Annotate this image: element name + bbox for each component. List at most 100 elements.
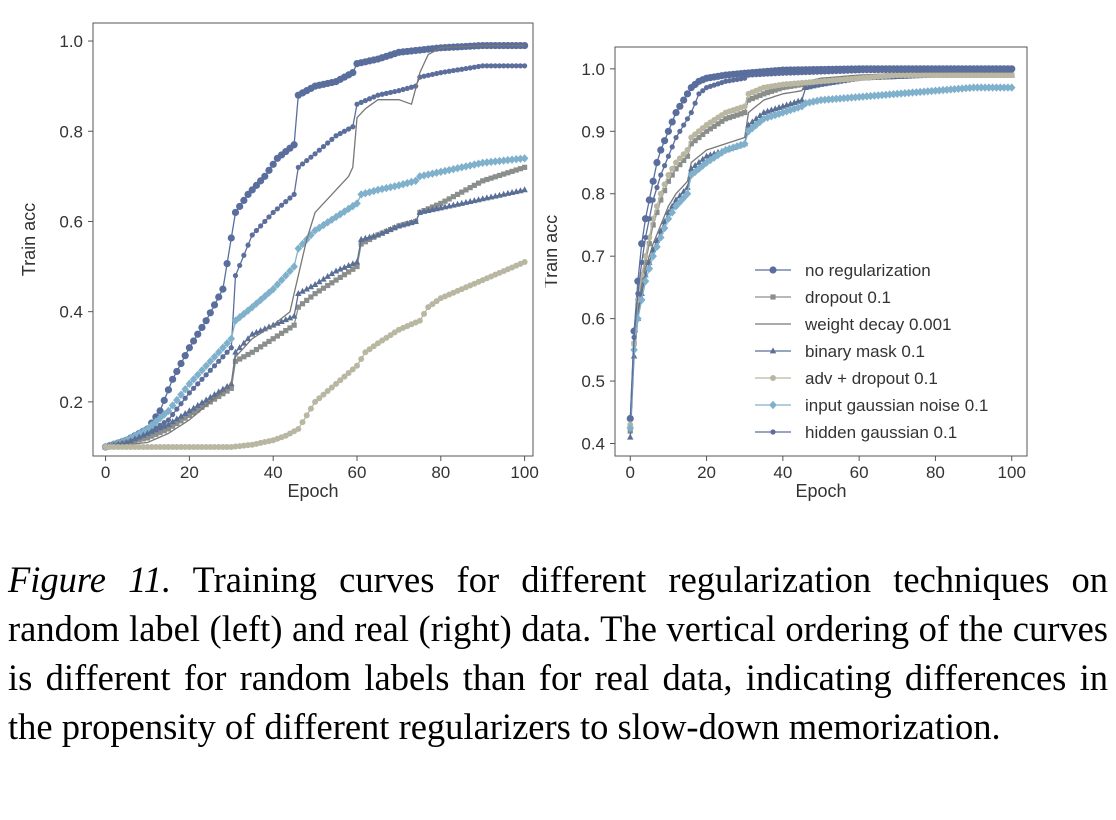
x-tick-label: 20 (180, 463, 199, 482)
data-point-mask (202, 396, 210, 403)
data-point-hidden (333, 133, 339, 139)
data-point-mask (332, 267, 340, 274)
data-point-hidden (898, 67, 904, 73)
legend-label-dropout: dropout 0.1 (805, 288, 891, 307)
data-point-hidden (799, 70, 805, 76)
data-point-adv (433, 298, 440, 305)
data-point-input (168, 401, 177, 410)
data-point-hidden (199, 376, 205, 382)
data-point-hidden (195, 381, 201, 387)
data-point-hidden (993, 67, 1000, 73)
data-point-dropout (211, 396, 218, 402)
data-point-mask (374, 231, 382, 238)
data-point-hidden (990, 67, 996, 73)
data-point-dropout (646, 241, 652, 247)
data-point-dropout (450, 194, 456, 200)
data-point-dropout (325, 282, 331, 289)
data-point-adv (161, 443, 168, 450)
data-point-mask (244, 335, 252, 342)
data-point-input (428, 169, 437, 178)
data-point-mask (752, 115, 760, 122)
data-point-dropout (258, 344, 264, 350)
data-point-mask (127, 437, 134, 444)
data-point-input (353, 199, 361, 208)
data-point-hidden (396, 88, 402, 94)
data-point-hidden (982, 67, 988, 73)
data-point-input (733, 142, 741, 151)
data-point-no_reg (210, 301, 219, 309)
data-point-dropout (677, 162, 683, 168)
data-point-no_reg (638, 240, 646, 248)
data-point-hidden (358, 99, 364, 105)
data-point-hidden (890, 67, 897, 74)
legend-label-adv: adv + dropout 0.1 (805, 369, 938, 388)
data-point-hidden (948, 67, 954, 73)
data-point-mask (169, 418, 176, 425)
data-point-adv (684, 147, 691, 154)
data-point-hidden (742, 75, 748, 81)
data-point-no_reg (189, 337, 198, 345)
data-point-mask (798, 96, 806, 103)
data-point-hidden (723, 78, 729, 84)
data-point-hidden (787, 70, 794, 76)
data-point-dropout (266, 338, 272, 345)
data-point-hidden (761, 71, 767, 77)
random-label-chart: 0 20 40 60 80 100 0.2 0.4 0.6 0.8 1.0 Epoch Train ac… (19, 22, 539, 501)
data-point-mask (383, 227, 390, 234)
data-point-mask (328, 270, 336, 277)
data-point-hidden (669, 144, 675, 150)
data-point-no_reg (206, 309, 214, 317)
data-point-input (177, 390, 185, 399)
data-point-hidden (860, 68, 866, 74)
data-point-mask (140, 431, 147, 438)
data-point-mask (303, 285, 310, 292)
data-point-input (794, 103, 802, 112)
data-point-no_reg (649, 177, 657, 185)
x-axis-label: Epoch (795, 481, 846, 501)
data-point-mask (324, 272, 331, 279)
data-point-hidden (434, 70, 440, 77)
data-point-adv (211, 443, 218, 450)
x-tick-label: 40 (773, 463, 792, 482)
data-point-no_reg (185, 344, 193, 352)
data-point-input (878, 90, 886, 100)
data-point-input (771, 110, 780, 120)
data-point-hidden (308, 154, 314, 160)
data-point-hidden (673, 134, 679, 141)
data-point-adv (131, 443, 138, 450)
series-input (626, 83, 1016, 433)
data-point-hidden (190, 385, 197, 391)
data-point-input (653, 242, 661, 252)
data-point-dropout (203, 401, 209, 408)
data-point-dropout (320, 285, 327, 291)
data-point-dropout (475, 180, 482, 186)
data-point-input (885, 90, 894, 99)
data-point-input (656, 233, 665, 242)
series-mask (102, 186, 528, 450)
data-point-hidden (220, 354, 226, 360)
data-point-hidden (258, 223, 264, 229)
data-point-adv (669, 165, 676, 172)
data-point-dropout (308, 294, 314, 300)
data-point-hidden (421, 73, 427, 79)
data-point-input (1004, 83, 1012, 92)
data-point-dropout (232, 358, 239, 364)
data-point-hidden (291, 191, 297, 197)
data-point-dropout (241, 354, 247, 360)
data-point-no_reg (265, 166, 273, 174)
data-point-input (403, 178, 412, 188)
data-point-mask (311, 281, 319, 288)
data-point-input (286, 266, 294, 276)
data-point-hidden (753, 72, 759, 78)
data-point-no_reg (244, 190, 252, 198)
data-point-input (676, 197, 684, 207)
legend-label-input: input gaussian noise 0.1 (805, 396, 988, 415)
data-point-input (695, 164, 703, 173)
data-point-adv (741, 103, 748, 110)
data-point-dropout (488, 175, 494, 181)
data-point-input (206, 357, 215, 366)
data-point-dropout (182, 415, 188, 421)
data-point-input (437, 167, 445, 177)
data-point-hidden (913, 67, 919, 73)
data-point-mask (249, 330, 256, 337)
